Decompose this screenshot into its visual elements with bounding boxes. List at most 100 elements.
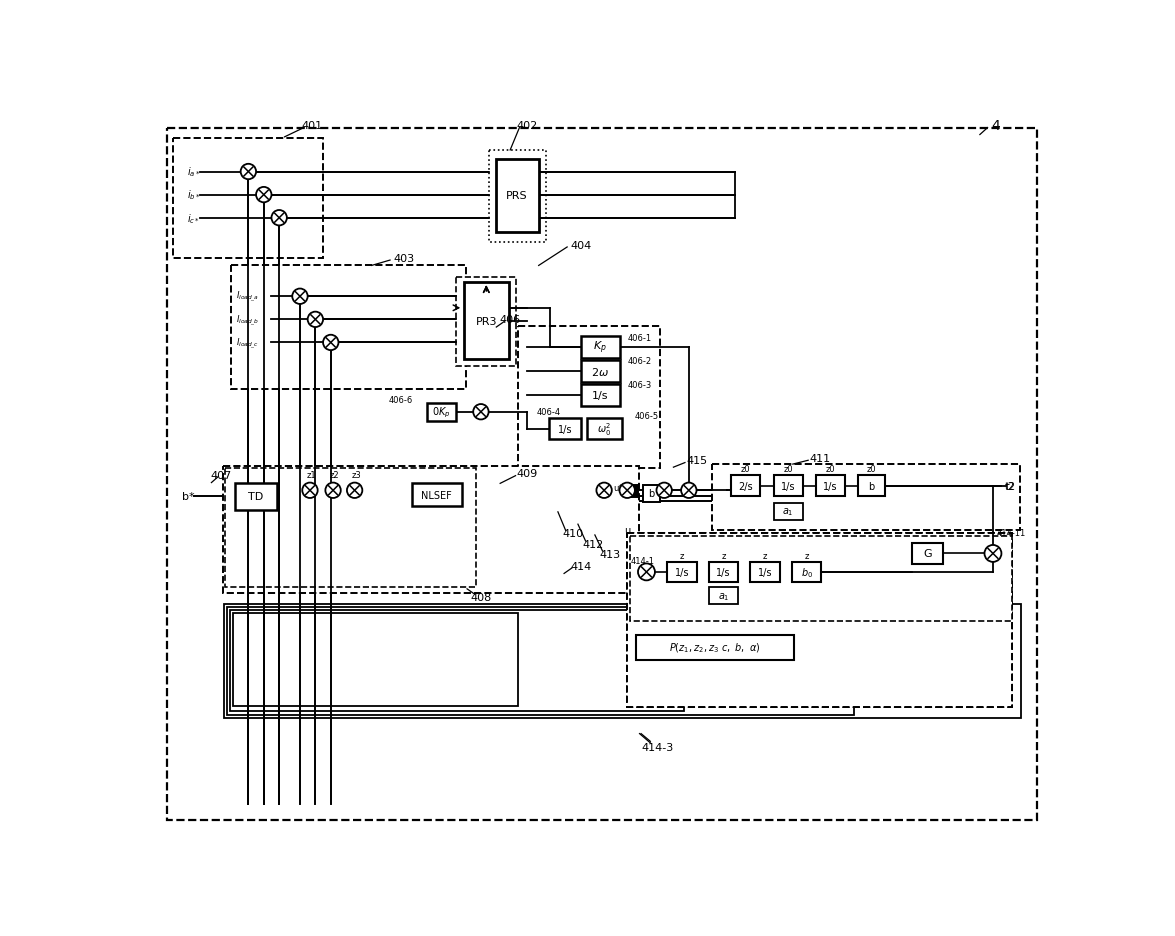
Circle shape (325, 483, 341, 499)
Bar (411, 484, 462, 507)
Text: t2: t2 (1005, 481, 1015, 491)
Text: 406-4: 406-4 (537, 408, 560, 417)
Text: z0: z0 (867, 464, 877, 474)
Text: 414-1: 414-1 (631, 556, 656, 565)
Bar (588, 418, 622, 440)
Text: $\omega_0^2$: $\omega_0^2$ (597, 421, 611, 438)
Text: b: b (868, 481, 875, 491)
Text: 415: 415 (686, 456, 707, 466)
Text: 409: 409 (517, 469, 538, 479)
Circle shape (619, 483, 634, 499)
Text: 1/s: 1/s (717, 567, 731, 578)
Text: z0: z0 (784, 464, 793, 474)
Bar (709, 563, 738, 582)
Text: $0K_p$: $0K_p$ (432, 405, 451, 419)
Text: 402: 402 (517, 121, 538, 131)
Text: 1/s: 1/s (674, 567, 689, 578)
Text: 1/s: 1/s (781, 481, 795, 491)
Text: 414-3: 414-3 (642, 742, 674, 752)
Text: 414: 414 (570, 562, 592, 571)
Bar (912, 543, 942, 564)
Text: t2: t2 (1006, 481, 1016, 491)
Bar (518, 326, 660, 468)
Circle shape (302, 483, 317, 499)
Text: $P(z_1,z_2,z_3\ c,\ b,\ \alpha)$: $P(z_1,z_2,z_3\ c,\ b,\ \alpha)$ (670, 641, 760, 654)
Text: G: G (924, 548, 932, 559)
Text: 406: 406 (499, 315, 521, 325)
Text: 1/s: 1/s (592, 390, 609, 401)
Text: z1: z1 (307, 471, 316, 480)
Bar (625, 486, 638, 498)
Text: z: z (679, 551, 684, 561)
Bar (773, 475, 803, 497)
Circle shape (256, 188, 271, 203)
Text: 4: 4 (991, 119, 1000, 133)
Text: NLSEF: NLSEF (421, 490, 451, 501)
Bar (427, 403, 456, 421)
Bar (496, 160, 538, 233)
Circle shape (682, 483, 697, 499)
Circle shape (293, 289, 308, 304)
Circle shape (638, 563, 654, 580)
Bar (549, 418, 580, 440)
Text: 406-2: 406-2 (627, 357, 651, 365)
Bar (230, 611, 684, 710)
Bar (709, 588, 738, 605)
Bar (815, 475, 845, 497)
Bar (637, 636, 794, 660)
Bar (456, 278, 516, 366)
Text: TD: TD (248, 491, 263, 501)
Text: 2/s: 2/s (738, 481, 753, 491)
Text: z3: z3 (351, 471, 361, 480)
Text: 406-5: 406-5 (634, 412, 659, 420)
Circle shape (323, 335, 338, 351)
Text: $K_p$: $K_p$ (593, 340, 607, 356)
Bar (580, 360, 619, 382)
Text: $I_{load\_a}$: $I_{load\_a}$ (236, 290, 260, 304)
Text: $i_{c*}$: $i_{c*}$ (187, 212, 200, 226)
Circle shape (308, 313, 323, 328)
Text: 407: 407 (210, 471, 231, 480)
Text: $I_{load\_b}$: $I_{load\_b}$ (236, 313, 260, 328)
Bar (627, 534, 1012, 707)
Text: $a_1$: $a_1$ (718, 591, 730, 602)
Text: 1/s: 1/s (558, 424, 572, 434)
Text: 403: 403 (394, 254, 415, 263)
Circle shape (347, 483, 362, 499)
Text: PR3: PR3 (476, 316, 497, 327)
Bar (731, 475, 760, 497)
Text: 408: 408 (470, 592, 491, 602)
Circle shape (985, 546, 1001, 563)
Text: z0: z0 (826, 464, 835, 474)
Bar (858, 475, 885, 497)
Text: $i_{a*}$: $i_{a*}$ (187, 166, 200, 179)
Bar (233, 614, 518, 706)
Text: z: z (763, 551, 767, 561)
Text: b*: b* (182, 491, 195, 501)
Text: $i_{b*}$: $i_{b*}$ (187, 188, 200, 202)
Text: $I_{load\_c}$: $I_{load\_c}$ (236, 336, 260, 350)
Text: 411: 411 (810, 453, 831, 463)
Text: u*: u* (613, 483, 623, 492)
Text: 406-6: 406-6 (389, 396, 414, 404)
Bar (223, 466, 639, 593)
Text: 410: 410 (563, 529, 584, 539)
Text: z2: z2 (330, 471, 340, 480)
Circle shape (657, 483, 672, 499)
Bar (491, 154, 497, 240)
Circle shape (474, 404, 489, 420)
Bar (227, 607, 854, 715)
Circle shape (241, 165, 256, 180)
Bar (751, 563, 780, 582)
Bar (464, 283, 509, 360)
Bar (229, 480, 282, 512)
Text: 401: 401 (301, 121, 322, 131)
Bar (712, 464, 1020, 530)
Text: 1/s: 1/s (824, 481, 838, 491)
Text: $b_0$: $b_0$ (800, 565, 813, 579)
Circle shape (271, 211, 287, 227)
Text: 406-1: 406-1 (627, 333, 651, 343)
Text: $a_1$: $a_1$ (783, 505, 794, 518)
Text: 413: 413 (599, 549, 620, 560)
Text: PRS: PRS (506, 191, 528, 201)
